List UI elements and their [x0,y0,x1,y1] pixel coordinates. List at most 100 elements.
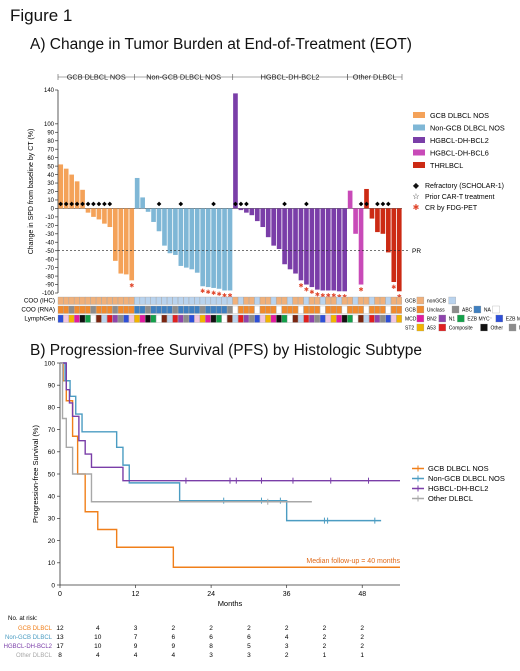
lymphgen-legend-2-label: Other [491,326,504,332]
cr-marker: ✱ [320,292,325,299]
marker-legend-label: Prior CAR-T treatment [425,194,495,201]
at-risk-value: 2 [360,625,364,632]
track-cell [194,296,200,305]
waterfall-bar [391,208,397,283]
legend-swatch [413,149,425,156]
track-cell [74,296,80,305]
waterfall-bar [134,177,140,209]
waterfall-bar [331,208,337,291]
refractory-marker: ◆ [282,201,287,207]
refractory-marker: ◆ [359,201,364,207]
track-cell [183,296,189,305]
track-cell [254,305,260,314]
track-cell [314,314,320,323]
lymphgen-legend-swatch [416,314,425,323]
legend-label: Non-GCB DLBCL NOS [430,123,505,132]
track-cell [298,314,304,323]
track-cell [74,305,80,314]
legend-label: HGBCL-DH-BCL2 [430,136,489,145]
track-cell [319,305,326,314]
at-risk-value: 8 [58,652,62,659]
track-cell [243,305,249,314]
track-cell [259,296,266,305]
track-cell [347,314,353,323]
track-cell [134,296,140,305]
track-cell [369,314,375,323]
lymphgen-legend-label: MCD [405,317,417,323]
track-cell [390,296,397,305]
y-tick-label: -70 [45,266,54,272]
at-risk-value: 5 [247,643,251,650]
track-cell [106,296,113,305]
waterfall-bar [80,189,85,209]
track-cell [287,314,293,323]
y-axis-label: Change in SPD from baseline by CT (%) [28,129,35,255]
track-cell [177,296,184,305]
legend-label: Other DLBCL [428,494,473,503]
at-risk-value: 3 [209,652,213,659]
waterfall-bar [249,208,255,216]
y-tick-label: 10 [48,560,56,567]
waterfall-bar [58,164,64,209]
track-cell [177,314,184,323]
y-tick-label: 50 [47,164,54,170]
lymphgen-legend-2-swatch [480,323,488,332]
at-risk-value: 4 [96,652,100,659]
waterfall-bar [282,208,287,265]
track-cell [243,314,249,323]
figure-label: Figure 1 [10,6,73,25]
track-cell [358,296,364,305]
track-cell [281,305,288,314]
track-cell [68,296,75,305]
track-cell [79,305,86,314]
lymphgen-legend-2-label: Composite [449,326,473,332]
track-cell [156,314,162,323]
track-cell [281,296,288,305]
lymphgen-legend-swatch [495,314,503,323]
cr-marker: ✱ [298,282,303,289]
median-followup-note: Median follow-up = 40 months [306,558,400,565]
track-cell [79,314,86,323]
track-cell [227,296,233,305]
coo-rna-legend-label: ABC [462,308,473,314]
waterfall-bar [375,208,380,233]
track-cell [292,296,299,305]
refractory-marker: ◆ [108,201,113,207]
cr-marker: ✱ [309,289,314,296]
waterfall-bar [342,208,347,292]
waterfall-bar [183,208,189,268]
y-tick-label: 0 [51,582,55,589]
track-cell [117,314,124,323]
cr-marker: ✱ [337,293,342,300]
track-cell [150,314,157,323]
at-risk-value: 4 [134,652,138,659]
y-tick-label: -10 [45,215,54,221]
refractory-marker: ◆ [91,201,96,207]
at-risk-value: 2 [323,634,327,641]
waterfall-bar [244,208,249,213]
y-tick-label: -80 [45,274,54,280]
at-risk-value: 6 [172,634,176,641]
refractory-marker: ◆ [58,201,63,207]
at-risk-value: 10 [94,634,102,641]
waterfall-bar [216,208,222,289]
waterfall-bar [107,208,113,228]
track-cell [265,296,271,305]
marker-legend-symbol: ◆ [413,181,420,190]
track-cell [352,296,359,305]
track-cell [106,305,113,314]
track-cell [128,314,135,323]
track-cell [336,305,342,314]
track-cell [112,314,118,323]
x-tick-label: 12 [132,591,140,598]
coo-ihc-legend-label: nonGCB [427,299,447,305]
at-risk-value: 3 [285,643,289,650]
waterfall-bar [140,197,145,209]
track-cell [292,314,299,323]
at-risk-value: 12 [56,625,64,632]
track-cell [90,296,97,305]
track-cell [79,296,86,305]
track-cell [145,296,151,305]
track-cell [369,305,375,314]
waterfall-bar [304,208,309,285]
